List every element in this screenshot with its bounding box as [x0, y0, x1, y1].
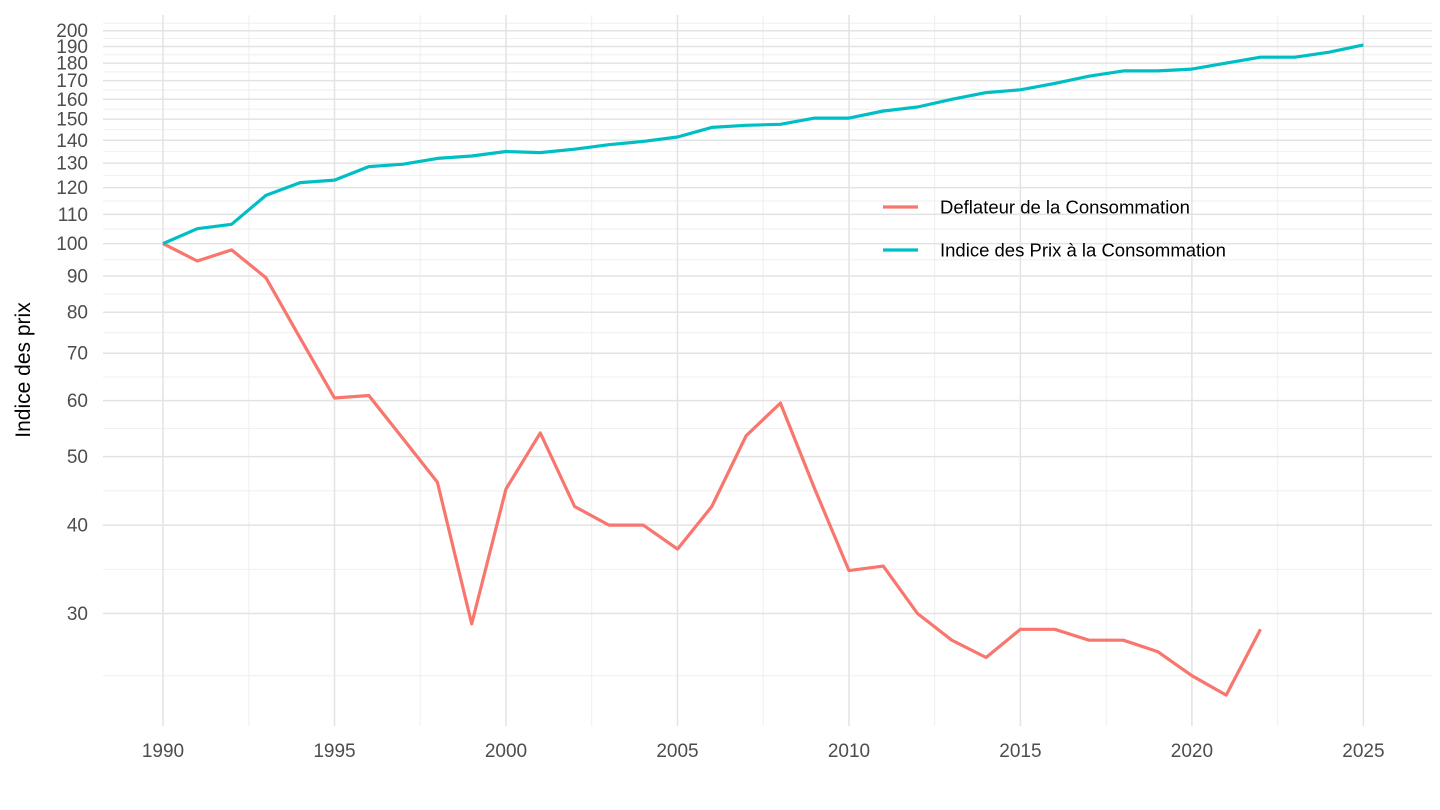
ipc-line [162, 43, 1364, 246]
y-tick-label-50: 50 [67, 447, 88, 468]
legend-item: Indice des Prix à la Consommation [883, 240, 1226, 261]
y-tick-label-30: 30 [67, 604, 88, 625]
y-tick-label-150: 150 [56, 110, 88, 131]
y-tick-label-80: 80 [67, 303, 88, 324]
y-tick-label-40: 40 [67, 516, 88, 537]
y-axis-tick-labels: 30 40 50 60 70 80 90 100 110 120 13014015016017018… [56, 21, 88, 625]
deflateur-line [162, 242, 1262, 697]
y-tick-label-100: 100 [56, 234, 88, 255]
y-tick-label-120: 120 [56, 178, 88, 199]
x-tick-label-2020: 2020 [1171, 741, 1213, 762]
y-tick-label-190: 190 [56, 37, 88, 58]
y-tick-label-90: 90 [67, 267, 88, 288]
x-tick-label-2015: 2015 [999, 741, 1041, 762]
legend-label: Deflateur de la Consommation [940, 197, 1190, 218]
y-tick-label-160: 160 [56, 90, 88, 111]
y-tick-label-140: 140 [56, 131, 88, 152]
gridlines-minor [103, 15, 1432, 726]
gridlines-major [103, 15, 1432, 726]
y-axis-title: Indice des prix [12, 302, 35, 438]
x-tick-label-2005: 2005 [656, 741, 698, 762]
x-tick-label-2000: 2000 [485, 741, 527, 762]
y-tick-label-130: 130 [56, 154, 88, 175]
x-tick-label-1990: 1990 [142, 741, 184, 762]
y-tick-label-70: 70 [67, 344, 88, 365]
legend: Deflateur de la Consommation Indice des P… [883, 197, 1226, 261]
y-tick-label-180: 180 [56, 54, 88, 75]
y-tick-label-60: 60 [67, 391, 88, 412]
legend-label: Indice des Prix à la Consommation [940, 240, 1226, 261]
y-tick-label-110: 110 [58, 205, 88, 226]
x-tick-label-2025: 2025 [1342, 741, 1384, 762]
x-tick-label-2010: 2010 [828, 741, 870, 762]
y-tick-label-170: 170 [56, 71, 88, 92]
legend-item: Deflateur de la Consommation [883, 197, 1190, 218]
x-tick-label-1995: 1995 [313, 741, 355, 762]
y-tick-label-200: 200 [56, 21, 88, 42]
x-axis-tick-labels: 1990 1995 2000 2005 2010 2015 2020 2025 [142, 741, 1385, 762]
series-lines [162, 43, 1364, 697]
